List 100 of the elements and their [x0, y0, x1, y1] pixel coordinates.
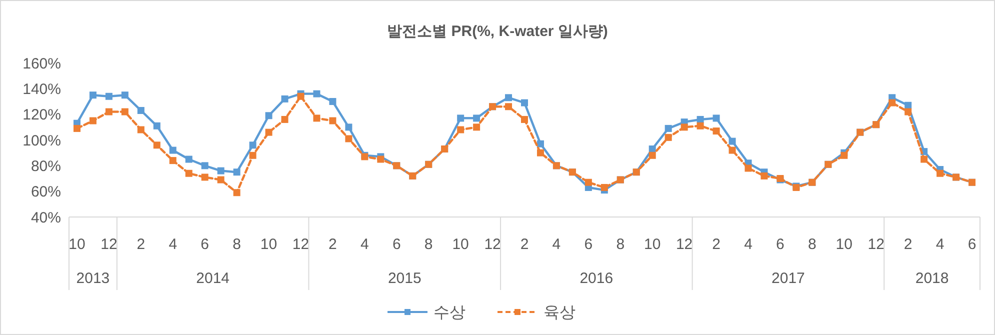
point — [457, 126, 464, 134]
point — [121, 108, 128, 116]
text: 2015 — [388, 270, 422, 287]
x-tick-label: 6 — [968, 236, 976, 253]
x-tick-label: 2 — [136, 236, 146, 253]
y-tick-label: 40% — [30, 209, 61, 226]
x-tick-label: 8 — [808, 236, 816, 253]
point — [920, 156, 928, 163]
x-tick-label: 8 — [616, 236, 625, 253]
point — [840, 152, 848, 159]
point — [728, 146, 736, 154]
x-tick-label: 8 — [232, 236, 241, 253]
point — [904, 102, 912, 109]
point — [329, 98, 336, 105]
x-tick-label: 6 — [584, 236, 593, 253]
point — [664, 134, 672, 141]
x-tick-label: 2 — [328, 236, 337, 253]
point — [345, 124, 352, 131]
x-tick-label: 6 — [776, 236, 784, 253]
point — [536, 149, 544, 156]
x-tick-label: 4 — [360, 236, 369, 253]
point — [185, 156, 192, 163]
x-tick-label: 2 — [520, 236, 529, 253]
point — [664, 124, 672, 132]
text: 2016 — [580, 270, 614, 287]
x-tick-label: 2 — [712, 236, 720, 253]
point — [137, 126, 144, 134]
point — [904, 108, 912, 116]
legend-label: 수상 — [434, 304, 466, 322]
point — [89, 92, 96, 99]
point — [728, 138, 736, 145]
y-tick-label: 160% — [22, 55, 61, 72]
point — [505, 94, 512, 102]
point — [760, 172, 768, 180]
point — [105, 92, 112, 100]
point — [265, 128, 272, 136]
text: 2017 — [772, 270, 805, 287]
point — [600, 184, 608, 191]
point — [648, 145, 656, 152]
point — [712, 114, 720, 122]
point — [249, 142, 256, 149]
point — [457, 114, 464, 122]
point — [536, 140, 544, 148]
point — [217, 176, 224, 184]
x-tick-label: 12 — [676, 236, 693, 253]
point — [169, 157, 176, 164]
x-tick-label: 10 — [452, 236, 469, 253]
point — [249, 152, 256, 159]
x-tick-label: 12 — [292, 236, 310, 253]
point — [505, 103, 512, 110]
point — [201, 174, 208, 181]
x-tick-label: 8 — [424, 236, 433, 253]
point — [329, 117, 336, 124]
point — [377, 156, 384, 163]
point — [696, 122, 704, 130]
y-tick-label: 80% — [30, 158, 61, 175]
text: 2018 — [915, 270, 949, 287]
y-tick-label: 140% — [22, 80, 61, 98]
point — [521, 116, 528, 123]
point — [313, 114, 320, 122]
point — [217, 167, 224, 174]
point — [648, 152, 656, 159]
y-tick-label: 120% — [22, 106, 61, 124]
point — [281, 95, 288, 102]
y-tick-label: 100% — [22, 132, 61, 150]
point — [313, 90, 320, 98]
point — [888, 99, 896, 106]
x-tick-label: 10 — [68, 236, 86, 253]
y-tick-label: 60% — [30, 184, 61, 201]
x-tick-label: 4 — [936, 236, 944, 253]
point — [680, 124, 688, 131]
x-tick-label: 10 — [644, 236, 661, 253]
point — [137, 106, 144, 114]
point — [744, 164, 752, 172]
point — [936, 170, 944, 177]
point — [233, 189, 240, 196]
point — [712, 128, 720, 135]
x-tick-label: 2 — [904, 236, 912, 253]
point — [89, 117, 96, 124]
point — [473, 114, 480, 122]
point — [185, 170, 192, 177]
x-tick-label: 12 — [868, 236, 884, 253]
point — [73, 124, 80, 132]
x-tick-label: 4 — [552, 236, 561, 253]
x-tick-label: 10 — [836, 236, 852, 253]
point — [153, 142, 160, 149]
x-tick-label: 6 — [200, 236, 210, 253]
x-tick-label: 12 — [100, 236, 118, 253]
point — [345, 135, 352, 142]
point — [201, 162, 208, 170]
x-tick-label: 10 — [260, 236, 278, 253]
point — [121, 92, 128, 99]
legend-label: 육상 — [544, 304, 576, 322]
text: 2014 — [196, 270, 230, 287]
point — [281, 116, 288, 123]
point — [105, 108, 112, 116]
point — [233, 168, 240, 176]
point — [584, 178, 592, 186]
point — [521, 99, 528, 106]
x-tick-label: 6 — [392, 236, 401, 253]
